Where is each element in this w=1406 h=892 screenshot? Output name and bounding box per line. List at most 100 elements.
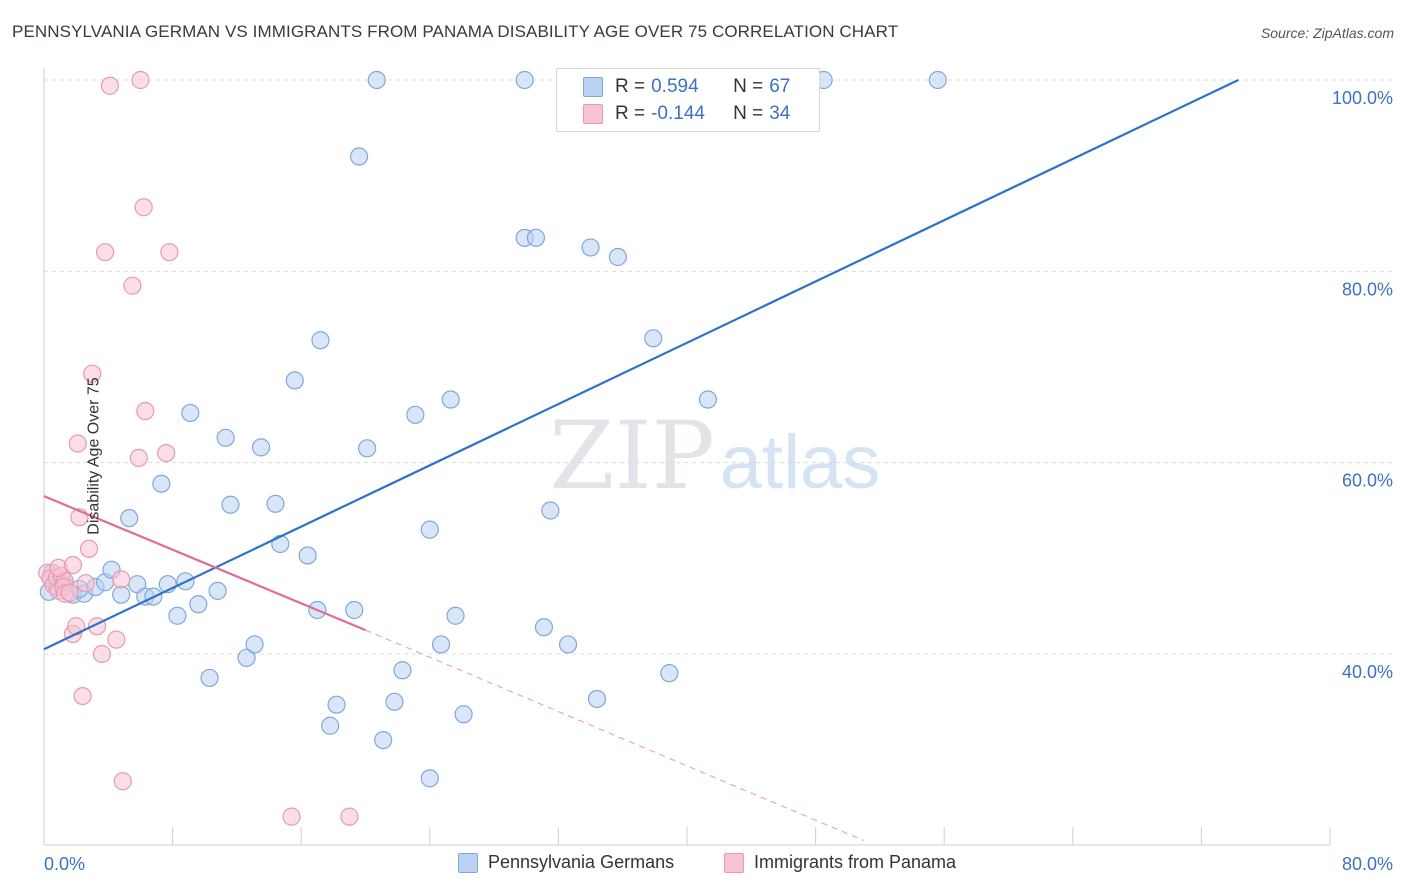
- data-point-blue: [393, 661, 412, 680]
- trend-line-blue: [43, 79, 1239, 651]
- chart-title: PENNSYLVANIA GERMAN VS IMMIGRANTS FROM P…: [12, 22, 899, 41]
- data-point-blue: [358, 439, 377, 458]
- data-point-blue: [311, 331, 330, 350]
- y-tick-label: 60.0%: [1342, 471, 1393, 491]
- data-point-blue: [266, 494, 285, 513]
- data-point-pink: [160, 243, 179, 262]
- data-point-pink: [134, 198, 153, 217]
- data-point-blue: [200, 668, 219, 688]
- data-point-blue: [420, 769, 439, 788]
- watermark: ZIP atlas: [549, 402, 880, 511]
- data-point-pink: [92, 644, 111, 664]
- data-point-blue: [181, 403, 200, 423]
- legend-n-label: N =: [733, 103, 764, 124]
- data-point-blue: [581, 238, 600, 257]
- data-point-pink: [123, 276, 142, 295]
- data-point-blue: [189, 595, 208, 614]
- bottom-legend-label-blue: Pennsylvania Germans: [488, 852, 675, 872]
- data-point-pink: [113, 772, 132, 791]
- data-point-pink: [79, 539, 99, 558]
- y-tick-label: 100.0%: [1332, 88, 1393, 108]
- data-point-blue: [245, 635, 264, 654]
- data-point-blue: [446, 606, 465, 625]
- y-tick-label: 80.0%: [1342, 279, 1393, 299]
- stats-legend-row-pink: R = -0.144 N = 34: [583, 102, 790, 126]
- data-point-pink: [63, 555, 83, 575]
- data-point-blue: [431, 635, 451, 654]
- data-point-blue: [237, 648, 256, 667]
- data-point-blue: [327, 695, 346, 714]
- tick-labels: 40.0% 60.0% 80.0% 100.0% 0.0% 80.0%: [44, 88, 1393, 874]
- bottom-legend: Pennsylvania Germans Immigrants from Pan…: [0, 852, 1406, 876]
- data-point-blue: [321, 716, 340, 735]
- data-point-pink: [282, 807, 301, 826]
- data-point-pink: [107, 630, 126, 649]
- data-point-blue: [587, 689, 607, 709]
- data-point-pink: [136, 401, 155, 421]
- data-point-blue: [298, 546, 317, 565]
- data-point-blue: [698, 390, 717, 409]
- watermark-atlas: atlas: [720, 420, 881, 505]
- y-axis-label: Disability Age Over 75: [85, 377, 103, 535]
- trend-lines: [43, 79, 1239, 842]
- data-point-blue: [526, 228, 545, 247]
- data-point-blue: [608, 247, 627, 267]
- data-point-blue: [152, 474, 171, 493]
- data-point-blue: [406, 405, 425, 424]
- data-point-blue: [221, 495, 240, 514]
- trend-line-pink-extension: [365, 629, 865, 842]
- data-point-blue: [420, 520, 439, 539]
- legend-r-value: -0.144: [651, 103, 705, 124]
- legend-r-label: R =: [615, 103, 646, 124]
- data-point-blue: [928, 70, 947, 90]
- stats-legend-row-blue: R = 0.594 N = 67: [583, 75, 790, 99]
- bottom-legend-label-pink: Immigrants from Panama: [754, 852, 957, 872]
- data-point-blue: [345, 600, 364, 620]
- data-point-pink: [131, 70, 150, 90]
- data-point-pink: [100, 76, 120, 95]
- stats-legend: R = 0.594 N = 67 R = -0.144 N = 34: [556, 68, 820, 132]
- data-point-pink: [95, 243, 115, 262]
- data-point-blue: [168, 606, 187, 625]
- data-point-blue: [454, 705, 473, 724]
- data-point-pink: [129, 448, 148, 467]
- data-point-blue: [441, 390, 460, 409]
- data-point-blue: [660, 664, 679, 683]
- data-point-blue: [271, 534, 290, 554]
- legend-n-label: N =: [733, 76, 764, 97]
- axes: [43, 68, 1331, 846]
- bottom-legend-item-pink: Immigrants from Panama: [724, 852, 956, 873]
- data-point-pink: [157, 444, 176, 463]
- legend-swatch-blue: [583, 77, 603, 97]
- data-point-blue: [644, 329, 663, 348]
- data-point-blue: [385, 692, 404, 711]
- bottom-legend-item-blue: Pennsylvania Germans: [458, 852, 674, 873]
- data-point-blue: [534, 618, 554, 637]
- data-point-blue: [541, 501, 560, 520]
- x-tick-label: 80.0%: [1342, 854, 1393, 874]
- data-point-blue: [251, 438, 271, 457]
- legend-n-value: 67: [769, 76, 791, 97]
- legend-r-value: 0.594: [651, 76, 699, 97]
- data-point-blue: [208, 581, 227, 600]
- bottom-legend-swatch-blue: [458, 852, 478, 873]
- data-point-pink: [112, 570, 131, 589]
- legend-swatch-pink: [583, 104, 603, 124]
- data-point-pink: [60, 583, 79, 602]
- data-point-pink: [76, 574, 95, 593]
- legend-r-label: R =: [615, 76, 646, 97]
- data-point-pink: [73, 686, 92, 706]
- data-point-blue: [367, 70, 386, 90]
- grid-lines: [44, 79, 1395, 655]
- data-point-blue: [349, 147, 369, 166]
- data-point-blue: [558, 635, 578, 654]
- data-point-pink: [68, 434, 87, 453]
- data-point-pink: [340, 807, 359, 826]
- bottom-legend-swatch-pink: [724, 852, 744, 873]
- data-point-blue: [120, 509, 139, 528]
- source-label: Source: ZipAtlas.com: [1260, 25, 1394, 41]
- data-point-blue: [374, 730, 393, 750]
- x-tick-label: 0.0%: [44, 854, 85, 874]
- data-point-blue: [285, 371, 304, 390]
